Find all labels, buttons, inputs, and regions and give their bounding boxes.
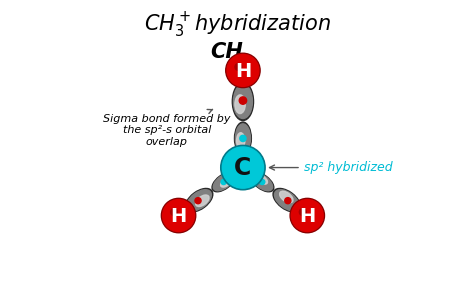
Circle shape xyxy=(240,135,246,142)
Circle shape xyxy=(161,199,196,233)
Ellipse shape xyxy=(235,95,245,114)
Ellipse shape xyxy=(280,191,293,203)
Ellipse shape xyxy=(274,190,299,211)
Circle shape xyxy=(222,147,264,188)
Ellipse shape xyxy=(251,172,274,192)
Circle shape xyxy=(227,54,259,86)
Circle shape xyxy=(163,200,194,231)
Ellipse shape xyxy=(236,124,250,153)
Ellipse shape xyxy=(252,173,273,191)
Circle shape xyxy=(195,198,201,204)
Circle shape xyxy=(260,179,265,185)
Ellipse shape xyxy=(256,174,267,184)
Circle shape xyxy=(221,145,265,190)
Ellipse shape xyxy=(273,188,301,212)
Circle shape xyxy=(235,64,242,71)
Text: $\mathbf{\it{CH_3^+ hybridization}}$: $\mathbf{\it{CH_3^+ hybridization}}$ xyxy=(144,11,330,40)
Circle shape xyxy=(226,53,260,88)
Text: C: C xyxy=(234,156,252,180)
Ellipse shape xyxy=(185,188,213,212)
Circle shape xyxy=(171,209,178,216)
Ellipse shape xyxy=(237,133,245,149)
Ellipse shape xyxy=(232,82,254,121)
Ellipse shape xyxy=(196,195,209,206)
Ellipse shape xyxy=(234,85,252,119)
Ellipse shape xyxy=(235,122,251,155)
Ellipse shape xyxy=(187,190,211,211)
Ellipse shape xyxy=(213,173,234,191)
Text: H: H xyxy=(235,62,251,81)
Circle shape xyxy=(292,200,323,231)
Circle shape xyxy=(239,97,246,104)
Circle shape xyxy=(300,209,306,216)
Circle shape xyxy=(285,198,291,204)
Text: Sigma bond formed by
the sp²-s orbital
overlap: Sigma bond formed by the sp²-s orbital o… xyxy=(103,109,230,147)
Ellipse shape xyxy=(212,172,235,192)
Text: H: H xyxy=(171,207,187,226)
Text: CH: CH xyxy=(210,42,243,62)
Circle shape xyxy=(290,199,325,233)
Ellipse shape xyxy=(220,178,232,187)
Circle shape xyxy=(221,179,226,185)
Text: H: H xyxy=(299,207,315,226)
Text: sp² hybridized: sp² hybridized xyxy=(270,161,392,174)
